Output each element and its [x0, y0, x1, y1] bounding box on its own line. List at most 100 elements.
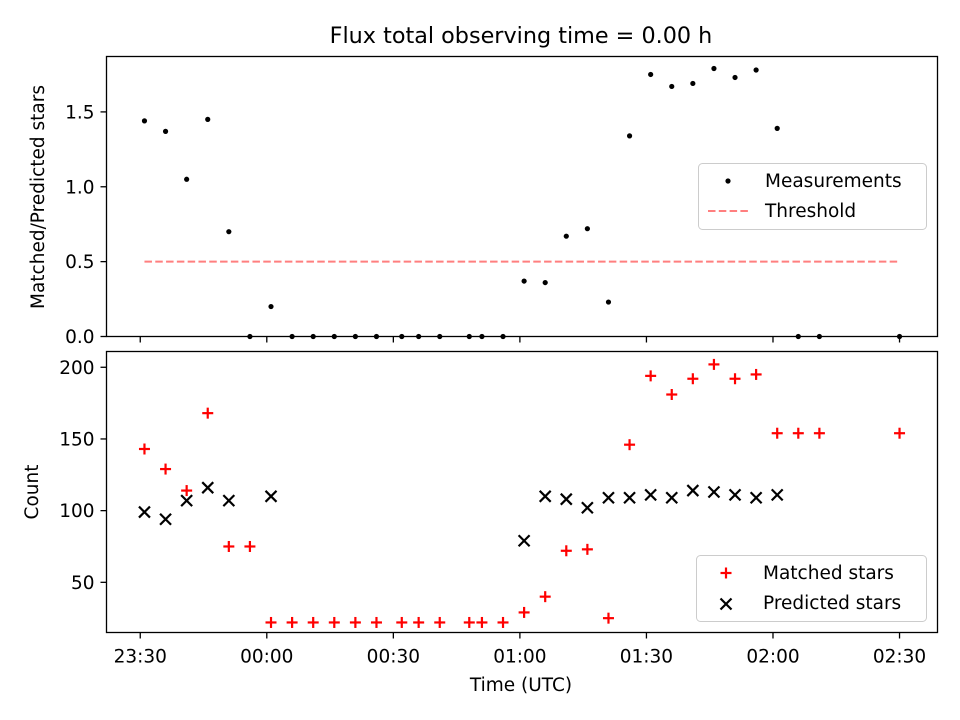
matched-star-point: [476, 616, 488, 628]
matched-star-point: [771, 427, 783, 439]
x-tick-label: 01:30: [620, 647, 673, 668]
matched-star-point: [687, 373, 699, 385]
legend-matched-stars-label: Matched stars: [763, 563, 894, 584]
legend-measurements-marker: [725, 178, 731, 184]
predicted-star-point: [749, 491, 763, 505]
matched-star-point: [138, 443, 150, 455]
matched-star-point: [813, 427, 825, 439]
predicted-star-point: [560, 492, 573, 506]
predicted-star-point: [707, 485, 721, 499]
measurement-point: [268, 303, 274, 310]
measurement-point: [247, 333, 253, 340]
measurement-point: [352, 333, 358, 340]
predicted-star-point: [264, 490, 278, 503]
measurement-point: [141, 118, 148, 124]
matched-star-point: [894, 427, 906, 439]
matched-star-point: [349, 616, 361, 628]
matched-star-point: [370, 616, 382, 628]
top-y-tick-label: 1.5: [65, 102, 94, 123]
measurement-point: [584, 226, 590, 232]
bottom-y-axis-label: Count: [22, 465, 43, 520]
measurement-point: [732, 74, 738, 81]
matched-star-point: [223, 540, 235, 552]
top-axes-layer: 0.0 0.5 1.0 1.5: [65, 102, 901, 348]
measurement-point: [479, 333, 485, 340]
chart-title: Flux total observing time = 0.00 h: [330, 23, 713, 49]
top-y-axis-label: Matched/Predicted stars: [28, 85, 49, 309]
legend-predicted-stars-label: Predicted stars: [763, 593, 901, 614]
measurement-point: [669, 83, 675, 90]
predicted-star-point: [180, 494, 193, 507]
predicted-star-point: [728, 488, 742, 502]
measurement-point: [416, 333, 422, 340]
measurement-point: [563, 233, 569, 239]
top-y-tick-label: 0.0: [65, 327, 94, 348]
matched-star-point: [244, 540, 256, 552]
predicted-star-point: [686, 484, 700, 497]
bottom-y-tick-label: 150: [59, 429, 94, 450]
predicted-star-point: [222, 494, 236, 507]
measurement-point: [205, 116, 211, 122]
matched-star-point: [518, 606, 530, 618]
matched-star-point: [624, 439, 636, 451]
measurement-point: [626, 133, 633, 139]
predicted-star-point: [138, 505, 151, 519]
matched-star-point: [539, 591, 551, 603]
top-panel: 0.0 0.5 1.0 1.5 Matched/Predicted stars Mea…: [28, 55, 939, 348]
predicted-star-point: [538, 490, 552, 503]
bottom-legend: Matched stars Predicted stars: [696, 555, 927, 622]
matched-star-point: [286, 616, 298, 628]
matched-star-point: [307, 616, 319, 628]
x-tick-label: 02:30: [873, 647, 926, 668]
matched-star-point: [413, 616, 425, 628]
matched-star-point: [463, 616, 475, 628]
matched-star-point: [602, 612, 614, 624]
matched-star-point: [792, 427, 804, 439]
measurement-point: [226, 229, 232, 235]
legend-threshold-label: Threshold: [764, 201, 856, 222]
predicted-star-point: [581, 501, 594, 515]
bottom-y-tick-label: 100: [59, 501, 94, 522]
x-tick-label: 02:00: [746, 647, 799, 668]
x-tick-label: 00:00: [240, 647, 293, 668]
bottom-legend-frame: [696, 555, 927, 622]
matched-star-point: [396, 616, 408, 628]
x-tick-label: 00:30: [367, 647, 420, 668]
legend-measurements-label: Measurements: [765, 171, 902, 192]
measurement-point: [331, 333, 337, 340]
measurement-point: [753, 67, 759, 73]
measurement-point: [466, 333, 472, 340]
legend-matched-stars-marker: [720, 567, 732, 579]
matched-star-point: [729, 373, 741, 385]
top-y-tick-label: 0.5: [65, 252, 94, 273]
matched-star-point: [645, 370, 657, 382]
matched-star-point: [434, 616, 446, 628]
bottom-plot-frame: [105, 350, 939, 634]
predicted-star-point: [602, 491, 615, 505]
measurement-point: [542, 279, 548, 286]
measurement-point: [774, 125, 780, 131]
measurement-point: [690, 80, 696, 87]
measurement-point: [184, 176, 190, 182]
bottom-y-tick-label: 200: [59, 358, 94, 379]
bottom-y-tick-label: 50: [71, 573, 95, 594]
predicted-star-point: [644, 488, 657, 502]
measurement-point: [289, 333, 295, 340]
measurement-point: [162, 128, 169, 134]
measurement-point: [437, 333, 443, 340]
x-tick-label: 23:30: [114, 647, 167, 668]
matched-star-point: [497, 616, 509, 628]
predicted-star-point: [201, 481, 215, 494]
matched-star-point: [265, 616, 277, 628]
matched-star-point: [160, 463, 172, 475]
bottom-panel: 50 100 150 200 23:30 00:00 00:30 01:00 01:30 02:0…: [22, 350, 939, 696]
x-axis-label: Time (UTC): [469, 675, 572, 696]
predicted-star-point: [770, 488, 784, 502]
matched-star-point: [750, 368, 762, 380]
measurement-point: [795, 333, 801, 340]
top-legend-frame: [698, 163, 927, 230]
top-legend: Measurements Threshold: [698, 163, 927, 230]
top-plot-frame: [105, 55, 939, 338]
measurement-point: [310, 333, 316, 340]
